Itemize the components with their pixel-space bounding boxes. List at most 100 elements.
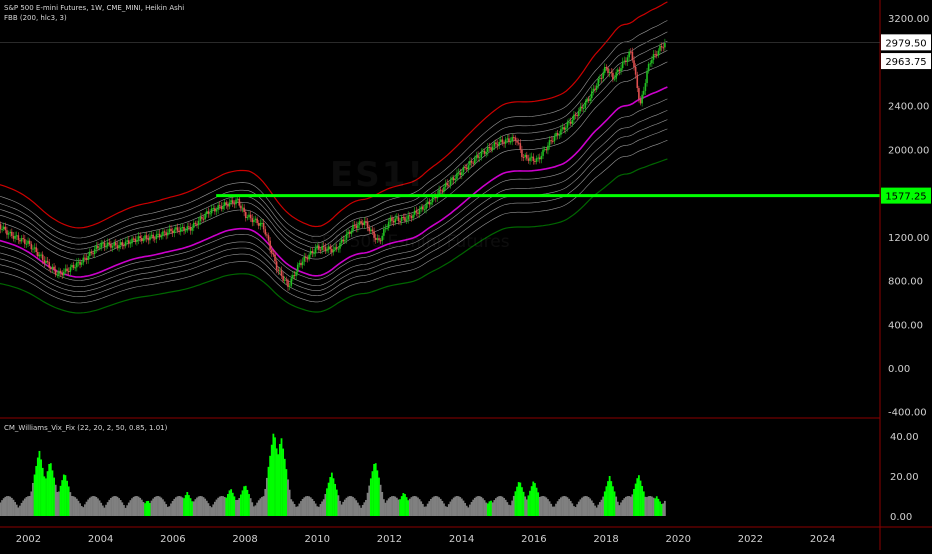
vix-bar bbox=[61, 480, 64, 516]
vix-bar bbox=[171, 500, 174, 516]
vix-bar bbox=[402, 493, 405, 516]
candle-body bbox=[256, 218, 258, 224]
vix-bar bbox=[40, 459, 42, 516]
vix-bar bbox=[447, 504, 450, 516]
vix-bar bbox=[75, 498, 78, 516]
candle-body bbox=[261, 222, 263, 224]
vix-bar bbox=[270, 444, 273, 516]
vix-bar bbox=[233, 496, 236, 516]
vix-bar bbox=[584, 496, 587, 516]
price-badge-label: 2979.50 bbox=[885, 38, 926, 49]
vix-bar bbox=[595, 507, 598, 516]
candle-body bbox=[472, 162, 474, 164]
vix-bar bbox=[457, 496, 460, 516]
vix-bar bbox=[335, 489, 338, 516]
candle-body bbox=[118, 245, 120, 249]
vix-bar bbox=[634, 483, 637, 516]
vix-bar bbox=[379, 484, 382, 516]
candle-body bbox=[391, 217, 393, 221]
vix-bar bbox=[511, 500, 514, 516]
vix-bar bbox=[573, 506, 575, 516]
candle-body bbox=[262, 222, 265, 230]
candle-body bbox=[519, 143, 522, 150]
candle-body bbox=[48, 262, 50, 268]
candle-body bbox=[40, 254, 42, 256]
candle-body bbox=[28, 240, 31, 244]
candle-body bbox=[470, 160, 473, 163]
vix-bar bbox=[397, 499, 400, 516]
vix-bar bbox=[93, 496, 96, 516]
vix-bar bbox=[105, 504, 107, 516]
candle-body bbox=[90, 251, 93, 254]
indicator-legend-fbb[interactable]: FBB (200, hlc3, 3) bbox=[4, 14, 67, 22]
candle-body bbox=[220, 206, 223, 210]
candle-body bbox=[329, 246, 332, 249]
vix-bar bbox=[563, 496, 566, 516]
vix-bar bbox=[382, 499, 385, 516]
vix-bar bbox=[290, 499, 293, 516]
candle-body bbox=[641, 94, 643, 104]
vix-bar bbox=[10, 497, 13, 516]
vix-bar bbox=[529, 490, 531, 516]
candle-body bbox=[69, 267, 72, 272]
vix-bar bbox=[496, 496, 499, 516]
vix-bar bbox=[659, 501, 661, 516]
vix-bar bbox=[586, 496, 588, 516]
candle-body bbox=[634, 66, 637, 75]
vix-bar bbox=[527, 495, 530, 516]
vix-bar bbox=[483, 500, 486, 516]
vix-bar bbox=[160, 497, 163, 516]
candle-body bbox=[400, 216, 403, 222]
vix-bar bbox=[152, 498, 155, 516]
candle-body bbox=[448, 185, 450, 187]
indicator-legend-vixfix[interactable]: CM_Williams_Vix_Fix (22, 20, 2, 50, 0.85… bbox=[4, 424, 168, 432]
vix-bar bbox=[309, 497, 312, 516]
time-tick-label: 2024 bbox=[810, 534, 835, 545]
vix-bar bbox=[95, 496, 98, 516]
symbol-title[interactable]: S&P 500 E-mini Futures, 1W, CME_MINI, He… bbox=[4, 4, 185, 12]
vix-bar bbox=[519, 482, 522, 516]
vix-bar bbox=[633, 489, 635, 516]
candle-body bbox=[136, 240, 138, 242]
vix-bar bbox=[399, 499, 401, 516]
vix-bar bbox=[373, 464, 375, 516]
candle-body bbox=[98, 247, 101, 249]
vix-bar bbox=[131, 498, 133, 516]
vix-bar bbox=[558, 499, 561, 516]
vix-bar bbox=[616, 501, 619, 516]
candle-body bbox=[306, 258, 309, 260]
vix-bar bbox=[79, 503, 81, 516]
vix-bar bbox=[119, 500, 122, 516]
candle-body bbox=[223, 202, 226, 207]
vix-bar bbox=[54, 484, 57, 516]
candle-body bbox=[20, 238, 23, 242]
candle-body bbox=[504, 139, 507, 144]
candle-body bbox=[589, 98, 591, 101]
vix-bar bbox=[629, 496, 632, 516]
vix-bar bbox=[574, 507, 577, 516]
vix-bar bbox=[139, 497, 142, 516]
inner-band-line bbox=[0, 31, 668, 245]
vix-bar bbox=[456, 496, 458, 516]
vix-bar bbox=[28, 496, 31, 516]
vix-bar bbox=[150, 500, 153, 516]
candle-body bbox=[415, 210, 418, 213]
vix-bar bbox=[394, 496, 397, 516]
price-tick-label: 1200.00 bbox=[888, 233, 929, 244]
vix-bar bbox=[163, 501, 166, 516]
vix-bar bbox=[98, 500, 101, 516]
vix-bar bbox=[212, 504, 215, 516]
vix-bar bbox=[337, 495, 340, 516]
vix-bar bbox=[498, 496, 501, 516]
candle-body bbox=[564, 127, 567, 130]
candle-body bbox=[639, 99, 642, 104]
vix-bar bbox=[218, 496, 221, 516]
vix-bar bbox=[179, 496, 182, 516]
candle-body bbox=[344, 239, 346, 242]
vix-bar bbox=[662, 503, 665, 516]
candle-body bbox=[230, 200, 232, 203]
vix-bar bbox=[298, 503, 301, 516]
vix-bar bbox=[264, 488, 267, 516]
candle-body bbox=[129, 243, 132, 245]
